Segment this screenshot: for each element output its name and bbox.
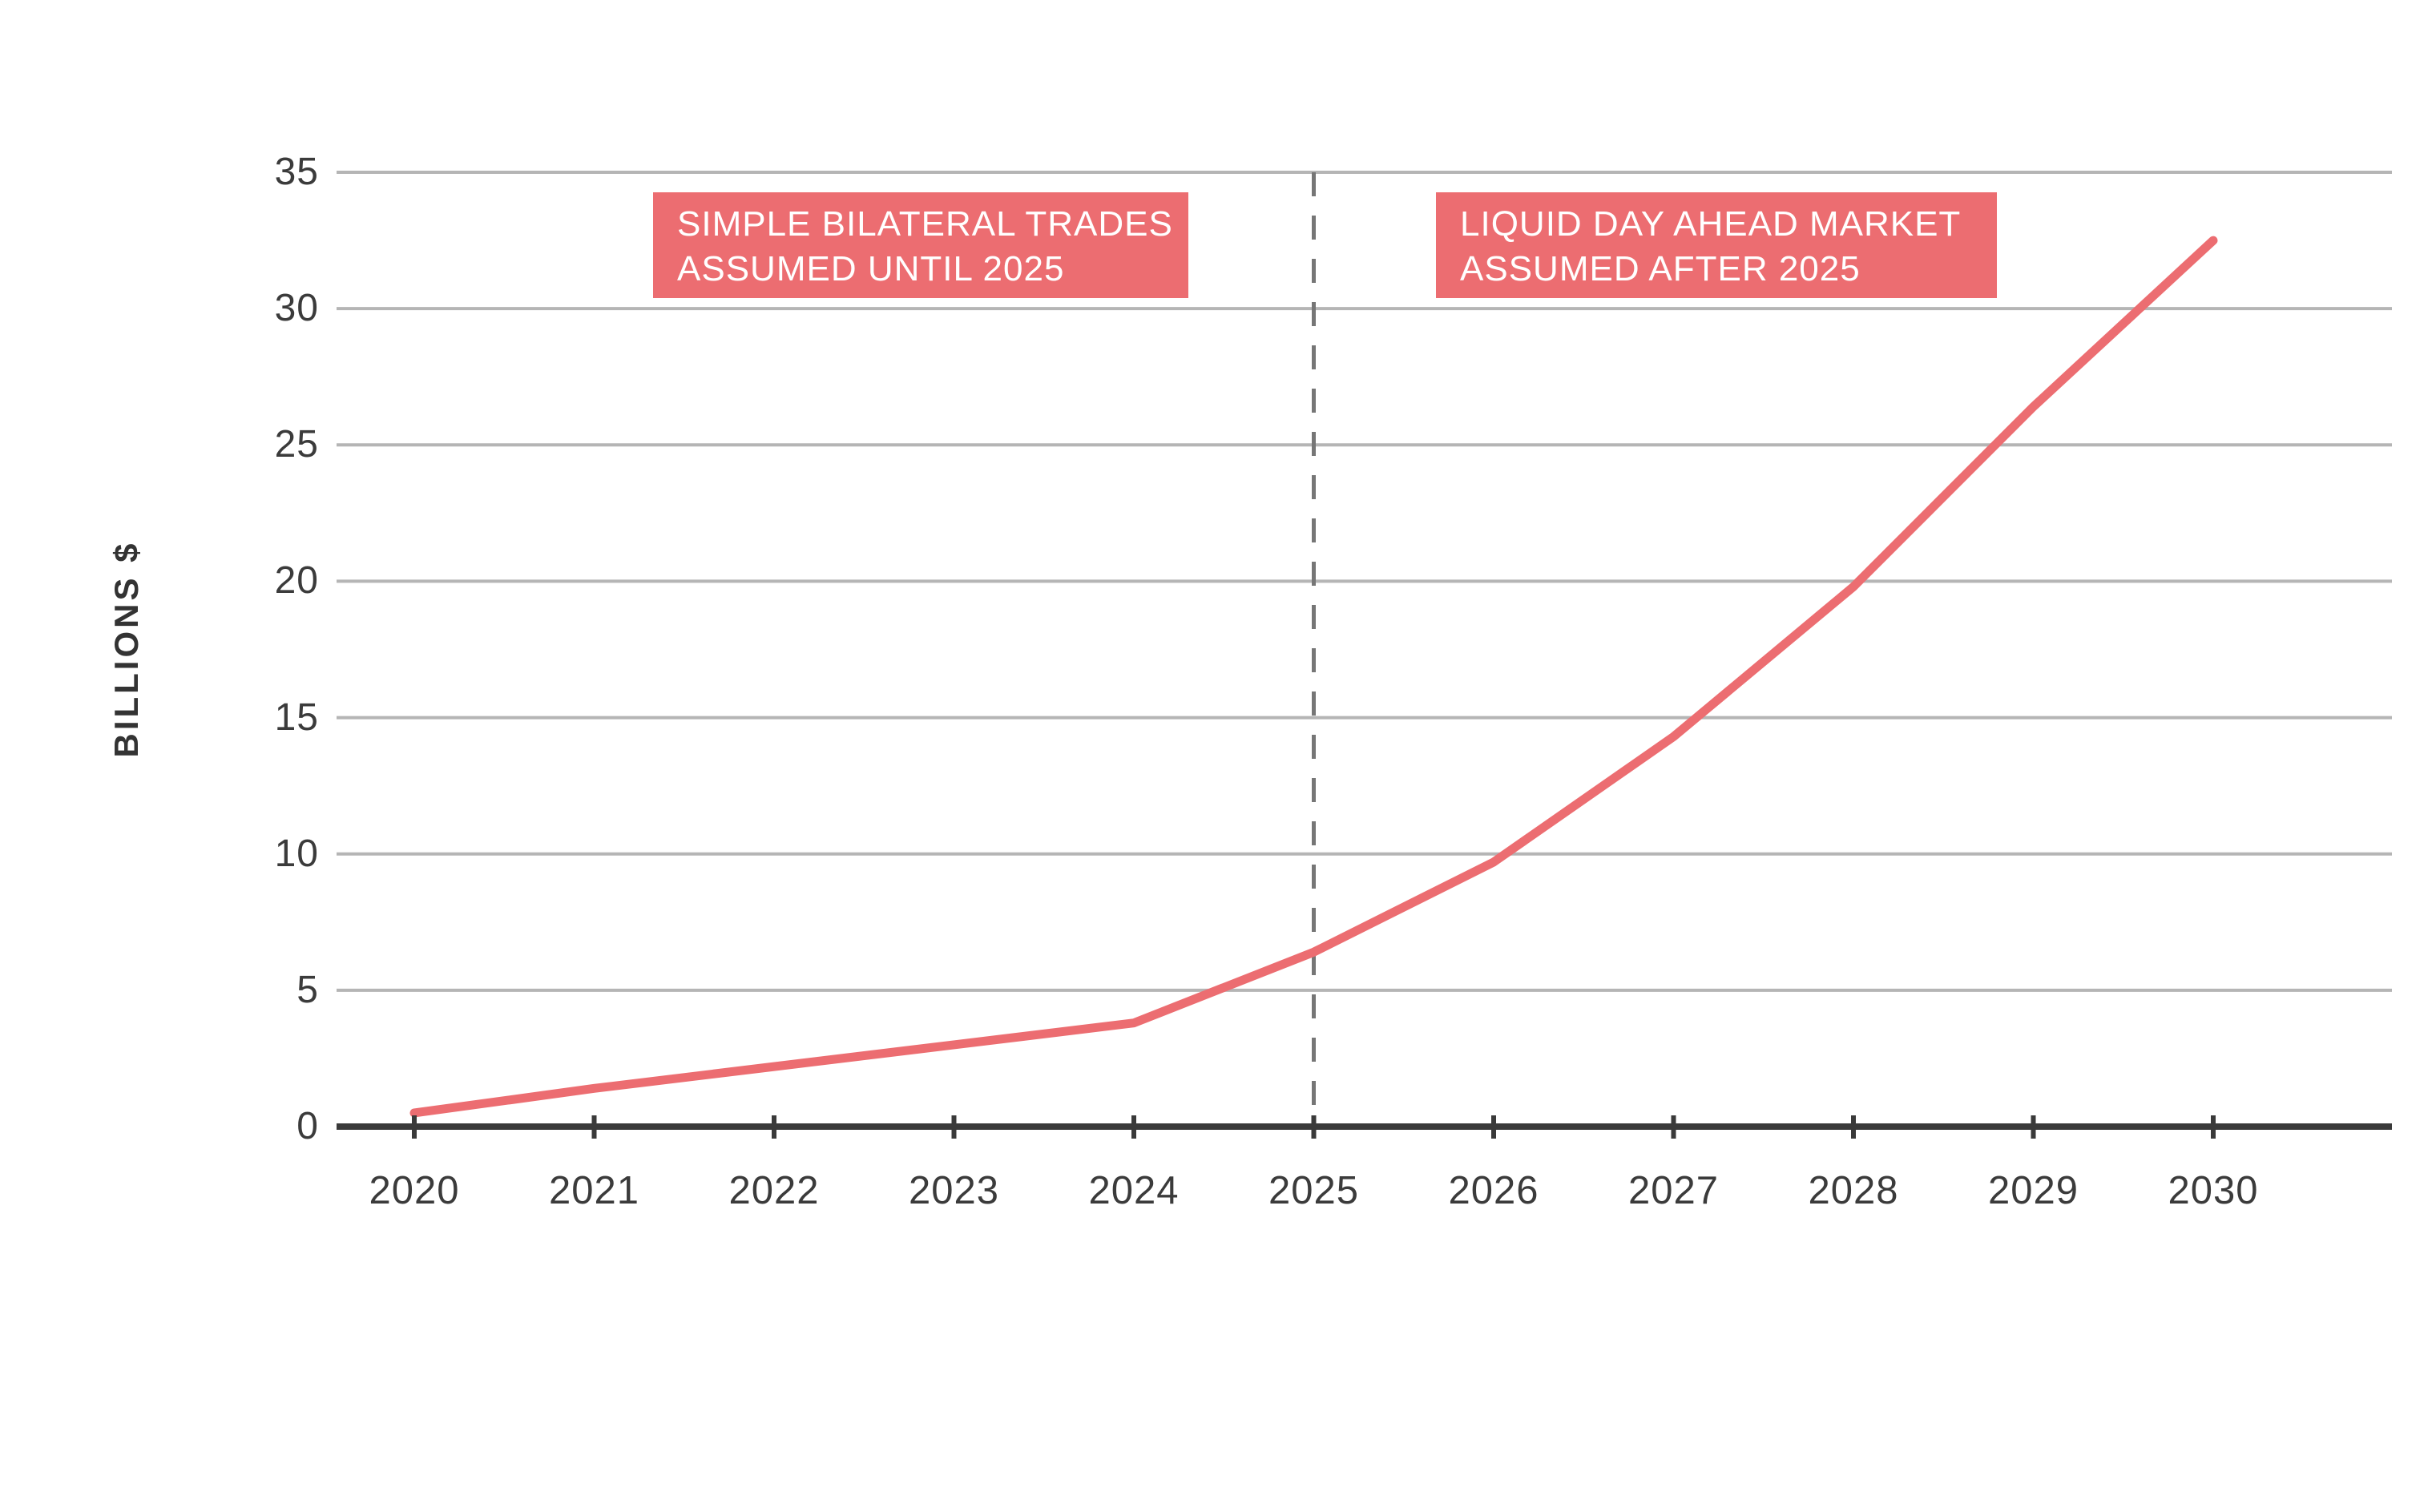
x-tick-label-2021: 2021 [548, 1169, 640, 1212]
x-tick-label-2029: 2029 [1987, 1169, 2079, 1212]
x-tick-label-2030: 2030 [2168, 1169, 2259, 1212]
x-tick-label-2022: 2022 [728, 1169, 820, 1212]
y-tick-label-10: 10 [274, 832, 319, 875]
y-tick-label-0: 0 [296, 1105, 319, 1147]
x-tick-label-2020: 2020 [369, 1169, 460, 1212]
x-tick-label-2025: 2025 [1268, 1169, 1360, 1212]
annotation-line1: LIQUID DAY AHEAD MARKET [1460, 204, 1962, 244]
y-tick-label-35: 35 [274, 151, 319, 193]
x-tick-label-2026: 2026 [1448, 1169, 1539, 1212]
annotation-line2: ASSUMED AFTER 2025 [1460, 249, 1861, 288]
trend-line [409, 236, 2218, 1118]
annotation-box-bilateral-trades: SIMPLE BILATERAL TRADES ASSUMED UNTIL 20… [653, 192, 1188, 298]
annotation-box-day-ahead-market: LIQUID DAY AHEAD MARKET ASSUMED AFTER 20… [1436, 192, 1997, 298]
x-tick-label-2028: 2028 [1808, 1169, 1899, 1212]
y-tick-label-15: 15 [274, 696, 319, 739]
y-tick-label-5: 5 [296, 968, 319, 1011]
x-tick-label-2023: 2023 [908, 1169, 1000, 1212]
annotation-line1: SIMPLE BILATERAL TRADES [677, 204, 1173, 244]
x-tick-label-2024: 2024 [1088, 1169, 1180, 1212]
y-tick-label-30: 30 [274, 287, 319, 330]
y-tick-label-20: 20 [274, 559, 319, 603]
x-tick-label-2027: 2027 [1627, 1169, 1720, 1212]
annotation-line2: ASSUMED UNTIL 2025 [677, 249, 1065, 288]
y-tick-label-25: 25 [274, 423, 319, 466]
